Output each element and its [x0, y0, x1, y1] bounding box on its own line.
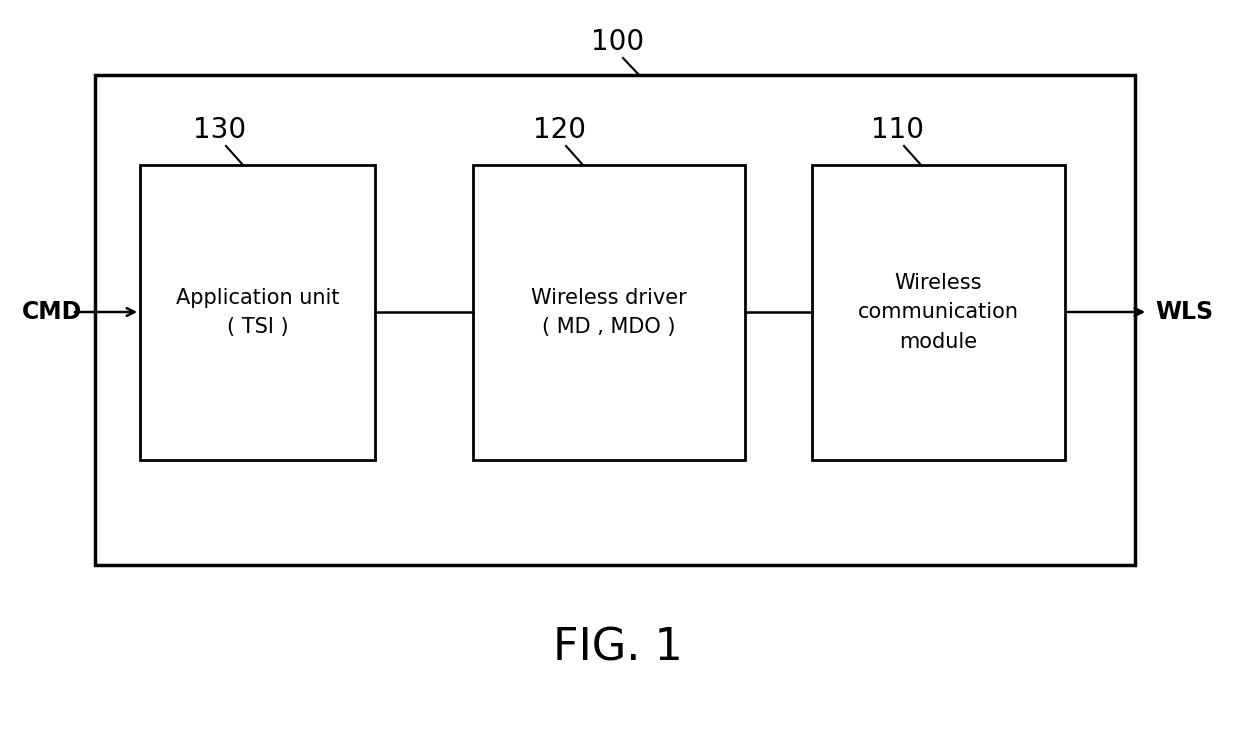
Bar [472, 165, 745, 460]
Text: 100: 100 [591, 28, 645, 56]
Text: 120: 120 [533, 116, 587, 144]
Text: 110: 110 [872, 116, 925, 144]
Text: Wireless driver
( MD , MDO ): Wireless driver ( MD , MDO ) [531, 288, 687, 337]
Text: CMD: CMD [22, 300, 82, 324]
Text: FIG. 1: FIG. 1 [553, 626, 683, 670]
Bar [140, 165, 374, 460]
Text: WLS: WLS [1154, 300, 1213, 324]
Text: 130: 130 [193, 116, 247, 144]
Text: Wireless
communication
module: Wireless communication module [858, 273, 1019, 352]
Bar [95, 75, 1135, 565]
Bar [812, 165, 1065, 460]
Text: Application unit
( TSI ): Application unit ( TSI ) [176, 288, 340, 337]
